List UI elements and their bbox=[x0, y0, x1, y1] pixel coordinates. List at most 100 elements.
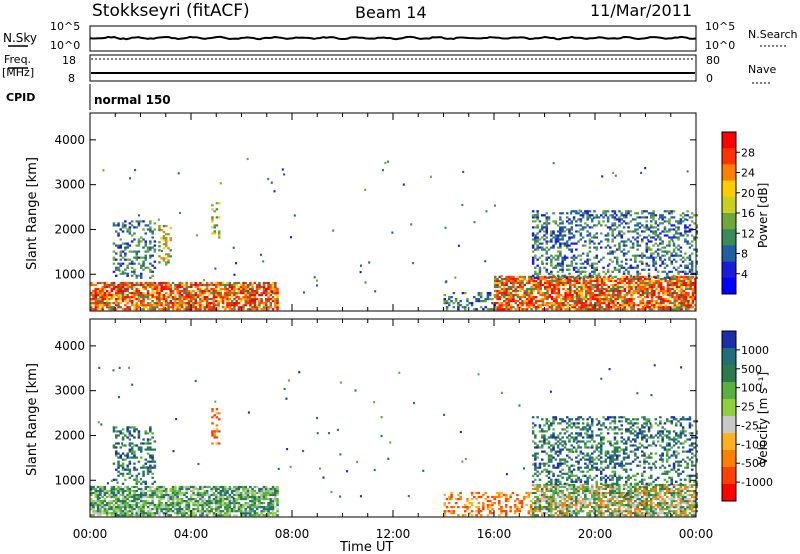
data-cell bbox=[137, 460, 141, 463]
data-cell bbox=[276, 294, 279, 297]
data-cell bbox=[520, 506, 524, 509]
data-cell bbox=[217, 495, 220, 499]
data-cell bbox=[550, 238, 553, 241]
data-cell bbox=[568, 218, 571, 221]
data-cell bbox=[554, 504, 558, 507]
data-cell bbox=[165, 285, 168, 289]
data-cell bbox=[249, 500, 252, 503]
data-cell bbox=[541, 277, 545, 281]
data-cell bbox=[255, 287, 259, 291]
data-cell bbox=[491, 502, 494, 505]
data-cell bbox=[124, 289, 127, 293]
data-cell bbox=[570, 487, 573, 491]
data-cell bbox=[194, 487, 197, 491]
data-cell bbox=[246, 292, 250, 295]
data-cell bbox=[604, 210, 608, 213]
data-cell bbox=[117, 304, 120, 307]
data-cell bbox=[201, 304, 204, 307]
data-cell bbox=[554, 266, 558, 269]
data-cell bbox=[110, 489, 113, 493]
data-cell bbox=[117, 298, 120, 301]
data-cell bbox=[246, 504, 250, 507]
data-cell bbox=[194, 302, 197, 305]
data-cell bbox=[187, 298, 191, 301]
data-cell bbox=[128, 222, 132, 225]
data-cell bbox=[546, 289, 549, 293]
data-cell bbox=[167, 493, 170, 497]
data-cell bbox=[217, 302, 220, 305]
data-cell bbox=[153, 308, 157, 311]
data-cell bbox=[90, 491, 93, 495]
data-cell bbox=[514, 285, 517, 289]
data-cell bbox=[611, 230, 614, 233]
data-cell bbox=[151, 448, 154, 451]
data-cell bbox=[137, 446, 141, 449]
data-cell bbox=[573, 277, 576, 281]
data-cell bbox=[457, 506, 460, 509]
data-cell bbox=[155, 512, 159, 515]
data-cell bbox=[559, 502, 562, 505]
data-cell bbox=[205, 306, 209, 309]
data-cell bbox=[126, 287, 129, 291]
data-cell bbox=[643, 268, 646, 271]
data-cell bbox=[496, 289, 499, 293]
data-cell bbox=[681, 212, 685, 215]
data-cell bbox=[589, 277, 592, 281]
data-cell bbox=[162, 506, 166, 509]
data-cell bbox=[219, 506, 222, 509]
data-cell bbox=[623, 304, 626, 307]
data-cell bbox=[659, 236, 662, 239]
data-cell bbox=[178, 500, 182, 503]
data-cell bbox=[579, 234, 583, 237]
data-cell bbox=[563, 506, 567, 509]
data-cell bbox=[115, 491, 118, 495]
data-cell bbox=[158, 485, 161, 489]
data-cell bbox=[575, 248, 578, 251]
data-cell bbox=[90, 300, 93, 303]
data-cell bbox=[606, 264, 610, 267]
data-cell bbox=[119, 254, 122, 257]
data-cell bbox=[695, 276, 698, 279]
data-cell bbox=[600, 306, 604, 309]
data-cell bbox=[117, 514, 120, 517]
data-cell bbox=[505, 306, 508, 309]
data-cell bbox=[142, 491, 145, 495]
data-cell bbox=[613, 236, 617, 239]
data-cell bbox=[194, 294, 197, 297]
data-cell bbox=[459, 491, 462, 495]
data-cell bbox=[101, 298, 104, 301]
data-cell bbox=[149, 502, 152, 505]
data-cell bbox=[477, 300, 481, 303]
data-cell bbox=[618, 220, 621, 223]
data-cell bbox=[237, 308, 241, 311]
data-cell bbox=[638, 222, 642, 225]
data-cell bbox=[541, 214, 544, 217]
data-cell bbox=[208, 289, 211, 293]
data-cell bbox=[251, 510, 254, 513]
data-cell bbox=[579, 254, 583, 257]
data-cell bbox=[135, 283, 138, 287]
data-cell bbox=[144, 458, 147, 461]
data-cell bbox=[479, 306, 483, 309]
data-cell bbox=[653, 294, 656, 297]
data-cell bbox=[269, 512, 272, 515]
data-cell bbox=[645, 228, 648, 231]
data-cell bbox=[561, 258, 564, 261]
data-cell bbox=[174, 489, 177, 493]
data-cell bbox=[575, 285, 579, 289]
data-cell bbox=[636, 224, 639, 227]
data-cell bbox=[201, 512, 204, 515]
data-cell bbox=[505, 298, 508, 301]
data-cell bbox=[196, 504, 200, 507]
data-cell bbox=[470, 514, 474, 517]
data-cell bbox=[664, 306, 667, 309]
data-cell bbox=[554, 483, 558, 487]
data-cell bbox=[126, 244, 129, 247]
data-cell bbox=[570, 504, 573, 507]
data-cell bbox=[630, 300, 633, 303]
data-cell bbox=[559, 508, 562, 511]
data-cell bbox=[183, 500, 186, 503]
data-cell bbox=[178, 508, 182, 511]
data-cell bbox=[670, 228, 673, 231]
data-cell bbox=[276, 306, 279, 309]
